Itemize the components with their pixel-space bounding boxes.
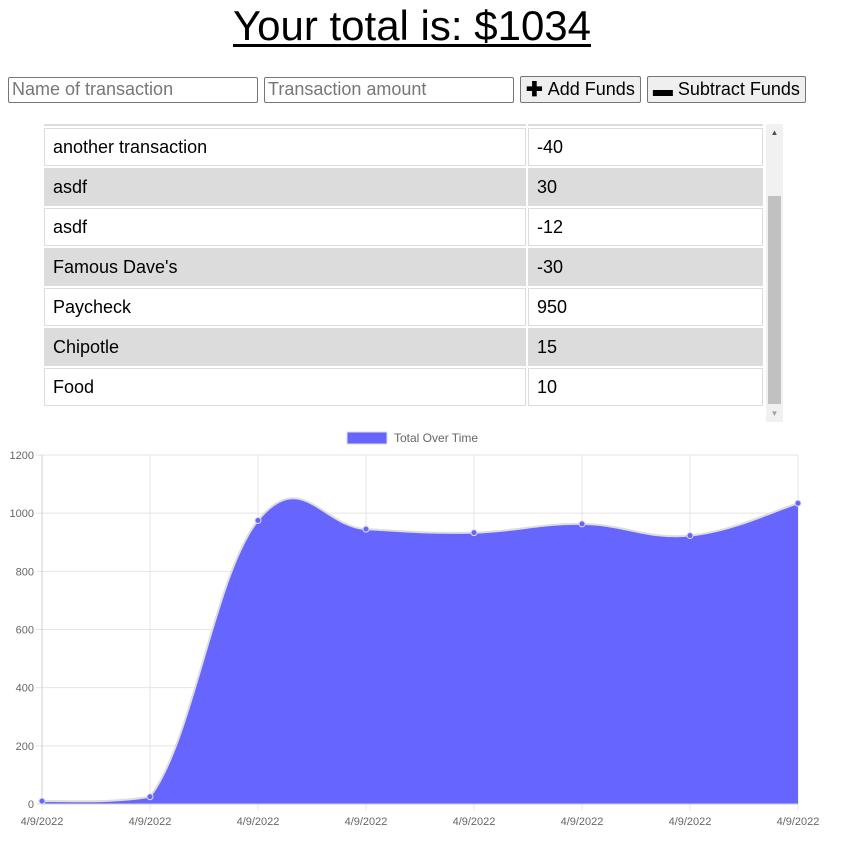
transaction-form: ✚ Add Funds ▬ Subtract Funds [8, 76, 806, 103]
transaction-name-cell: another transaction [44, 128, 526, 166]
transaction-name-cell: Food [44, 368, 526, 406]
transaction-amount-cell: 30 [528, 168, 763, 206]
x-tick-label: 4/9/2022 [129, 816, 172, 828]
transaction-name-cell: asdf [44, 208, 526, 246]
table-row: another transaction -40 [44, 128, 763, 166]
y-tick-label: 1000 [10, 508, 34, 520]
scroll-up-arrow-icon[interactable]: ▲ [770, 128, 779, 137]
table-row: Chipotle 15 [44, 328, 763, 366]
minus-icon: ▬ [652, 78, 673, 101]
total-over-time-chart: 0 200 400 600 800 1000 1200 4/9/2022 4/9/2022 4/9… [10, 431, 820, 828]
table-row: Famous Dave's -30 [44, 248, 763, 286]
subtract-funds-label: Subtract Funds [677, 79, 800, 99]
series-area [42, 498, 798, 804]
transaction-amount-cell: -40 [528, 128, 763, 166]
table-row: Paycheck 950 [44, 288, 763, 326]
y-tick-label: 600 [16, 625, 34, 637]
y-tick-label: 200 [16, 741, 34, 753]
subtract-funds-button[interactable]: ▬ Subtract Funds [646, 76, 806, 103]
y-tick-label: 1200 [10, 450, 34, 462]
transaction-amount-cell: 15 [528, 328, 763, 366]
y-tick-label: 800 [16, 566, 34, 578]
data-point [362, 525, 370, 533]
transaction-amount-cell [528, 124, 763, 126]
add-funds-label: Add Funds [547, 79, 635, 99]
x-tick-label: 4/9/2022 [561, 816, 604, 828]
transaction-table: another transaction -40 asdf 30 asdf -12 Famou… [42, 124, 765, 408]
data-point [38, 797, 46, 805]
data-point [146, 793, 154, 801]
plus-icon: ✚ [526, 78, 543, 101]
transaction-name-cell [44, 124, 526, 126]
data-point [794, 499, 802, 507]
transaction-table-container[interactable]: another transaction -40 asdf 30 asdf -12 Famou… [42, 124, 783, 422]
x-tick-label: 4/9/2022 [237, 816, 280, 828]
transaction-name-input[interactable] [8, 76, 258, 103]
data-point [578, 520, 586, 528]
transaction-name-cell: Famous Dave's [44, 248, 526, 286]
y-tick-label: 400 [16, 683, 34, 695]
table-scrollbar[interactable]: ▲ ▼ [766, 124, 783, 422]
scroll-thumb[interactable] [768, 196, 781, 404]
transaction-amount-cell: 10 [528, 368, 763, 406]
scroll-down-arrow-icon[interactable]: ▼ [770, 409, 779, 418]
transaction-name-cell: asdf [44, 168, 526, 206]
transaction-amount-cell: -30 [528, 248, 763, 286]
x-tick-label: 4/9/2022 [21, 816, 64, 828]
table-row [44, 124, 763, 126]
transaction-name-cell: Paycheck [44, 288, 526, 326]
transaction-amount-input[interactable] [264, 76, 514, 103]
x-tick-label: 4/9/2022 [345, 816, 388, 828]
x-tick-label: 4/9/2022 [777, 816, 820, 828]
add-funds-button[interactable]: ✚ Add Funds [520, 76, 641, 103]
total-heading: Your total is: $1034 [232, 2, 592, 49]
legend-label: Total Over Time [394, 431, 478, 445]
table-row: Food 10 [44, 368, 763, 406]
legend-swatch [346, 431, 388, 445]
transaction-amount-cell: -12 [528, 208, 763, 246]
series-line [41, 497, 799, 803]
x-tick-label: 4/9/2022 [669, 816, 712, 828]
data-point [254, 516, 262, 524]
table-row: asdf -12 [44, 208, 763, 246]
transaction-name-cell: Chipotle [44, 328, 526, 366]
x-tick-label: 4/9/2022 [453, 816, 496, 828]
y-tick-label: 0 [28, 799, 34, 811]
transaction-amount-cell: 950 [528, 288, 763, 326]
table-row: asdf 30 [44, 168, 763, 206]
data-point [686, 532, 694, 540]
data-point [470, 529, 478, 537]
